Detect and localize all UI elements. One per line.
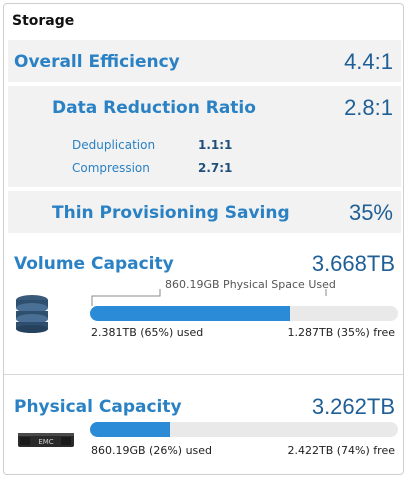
data-reduction-band: Data Reduction Ratio 2.8:1 Deduplication…	[8, 86, 401, 187]
compression-value: 2.7:1	[198, 161, 233, 175]
physical-capacity-label: Physical Capacity	[14, 397, 182, 417]
overall-efficiency-band: Overall Efficiency 4.4:1	[8, 40, 401, 82]
physical-free-text: 2.422TB (74%) free	[287, 444, 395, 457]
overall-efficiency-label: Overall Efficiency	[14, 52, 180, 72]
overall-efficiency-value: 4.4:1	[344, 49, 393, 74]
thin-provisioning-value: 35%	[348, 200, 393, 225]
thin-provisioning-band: Thin Provisioning Saving 35%	[8, 191, 401, 233]
storage-panel: Storage Overall Efficiency 4.4:1 Data Re…	[3, 3, 404, 475]
physical-capacity-bar	[90, 422, 398, 437]
data-reduction-label: Data Reduction Ratio	[52, 98, 256, 118]
device-brand-text: EMC	[38, 438, 53, 446]
storage-device-icon: EMC	[18, 433, 74, 447]
volume-capacity-value: 3.668TB	[311, 251, 395, 276]
database-icon	[16, 295, 48, 333]
section-divider	[4, 374, 403, 375]
physical-space-bracket	[91, 289, 327, 306]
thin-provisioning-label: Thin Provisioning Saving	[52, 203, 290, 223]
volume-capacity-bar	[90, 306, 398, 321]
compression-label: Compression	[72, 161, 150, 175]
panel-title: Storage	[12, 13, 75, 29]
physical-capacity-bar-fill	[90, 422, 171, 437]
volume-free-text: 1.287TB (35%) free	[287, 326, 395, 339]
deduplication-value: 1.1:1	[198, 138, 233, 152]
volume-used-text: 2.381TB (65%) used	[91, 326, 204, 339]
physical-capacity-value: 3.262TB	[311, 394, 395, 419]
deduplication-label: Deduplication	[72, 138, 156, 152]
physical-space-note: 860.19GB Physical Space Used	[165, 278, 336, 291]
volume-capacity-bar-fill	[90, 306, 291, 321]
data-reduction-value: 2.8:1	[344, 95, 393, 120]
volume-capacity-label: Volume Capacity	[14, 254, 174, 274]
physical-used-text: 860.19GB (26%) used	[91, 444, 213, 457]
